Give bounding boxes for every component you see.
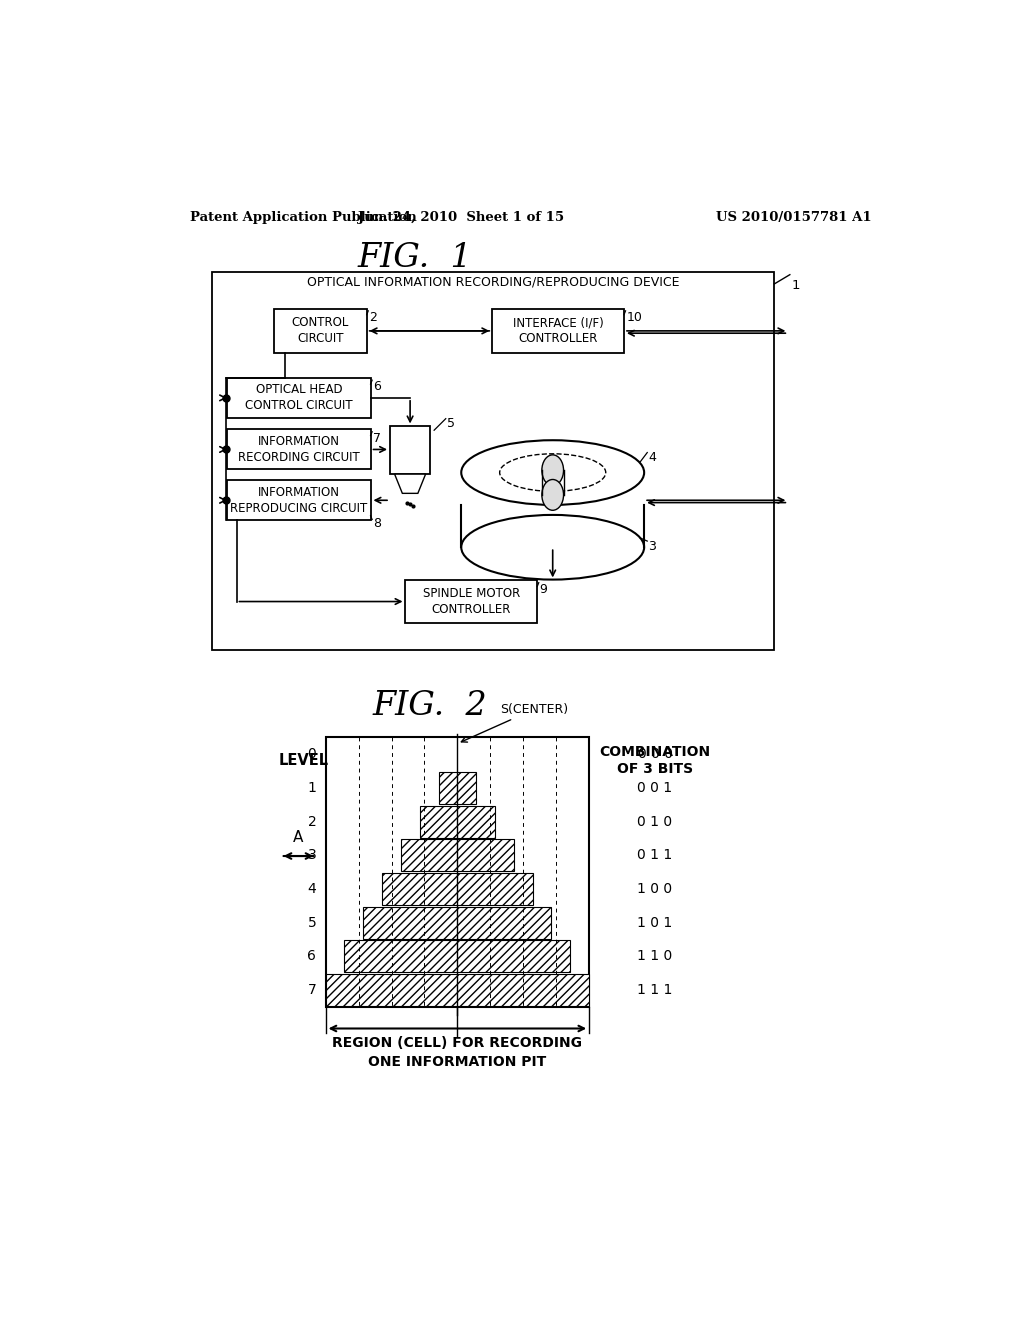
Bar	[273, 309, 367, 354]
Ellipse shape	[542, 455, 563, 486]
Ellipse shape	[542, 479, 563, 511]
Bar	[493, 309, 624, 354]
Bar	[364, 907, 552, 939]
Bar	[344, 940, 570, 973]
Text: LEVEL: LEVEL	[280, 752, 330, 768]
Text: A: A	[293, 830, 304, 845]
Text: 4: 4	[307, 882, 316, 896]
Bar	[401, 840, 514, 871]
Text: 5: 5	[447, 417, 456, 430]
Text: 4: 4	[648, 451, 656, 465]
Text: 1: 1	[307, 781, 316, 795]
Text: 5: 5	[307, 916, 316, 929]
Bar	[390, 426, 430, 474]
Text: 1 1 0: 1 1 0	[637, 949, 673, 964]
Text: US 2010/0157781 A1: US 2010/0157781 A1	[717, 211, 872, 224]
Bar	[326, 738, 589, 1007]
Bar	[212, 272, 774, 649]
Text: INTERFACE (I/F)
CONTROLLER: INTERFACE (I/F) CONTROLLER	[513, 317, 603, 346]
Text: S(CENTER): S(CENTER)	[462, 702, 568, 742]
Text: 6: 6	[307, 949, 316, 964]
Text: INFORMATION
REPRODUCING CIRCUIT: INFORMATION REPRODUCING CIRCUIT	[230, 486, 368, 515]
Text: 3: 3	[307, 849, 316, 862]
Text: 1 1 1: 1 1 1	[637, 983, 673, 997]
Text: 0: 0	[307, 747, 316, 762]
Bar	[438, 772, 476, 804]
Bar	[406, 581, 538, 623]
Text: OPTICAL INFORMATION RECORDING/REPRODUCING DEVICE: OPTICAL INFORMATION RECORDING/REPRODUCIN…	[307, 276, 679, 289]
Text: 6: 6	[373, 380, 381, 393]
Bar	[382, 873, 532, 906]
Text: OPTICAL HEAD
CONTROL CIRCUIT: OPTICAL HEAD CONTROL CIRCUIT	[245, 383, 352, 412]
Text: 0 0 1: 0 0 1	[637, 781, 673, 795]
Bar	[227, 480, 371, 520]
Text: REGION (CELL) FOR RECORDING
ONE INFORMATION PIT: REGION (CELL) FOR RECORDING ONE INFORMAT…	[333, 1036, 583, 1069]
Text: 7: 7	[373, 432, 381, 445]
Text: 1 0 0: 1 0 0	[637, 882, 673, 896]
Text: 10: 10	[627, 312, 642, 323]
Text: Patent Application Publication: Patent Application Publication	[190, 211, 417, 224]
Text: CONTROL
CIRCUIT: CONTROL CIRCUIT	[292, 317, 349, 346]
Text: FIG.  2: FIG. 2	[373, 689, 487, 722]
Text: 0 0 0: 0 0 0	[638, 747, 673, 762]
Text: SPINDLE MOTOR
CONTROLLER: SPINDLE MOTOR CONTROLLER	[423, 587, 520, 616]
Text: 2: 2	[307, 814, 316, 829]
Text: Jun. 24, 2010  Sheet 1 of 15: Jun. 24, 2010 Sheet 1 of 15	[358, 211, 564, 224]
Bar	[326, 974, 589, 1006]
Text: 8: 8	[373, 517, 381, 531]
Text: FIG.  1: FIG. 1	[357, 242, 472, 273]
Text: 0 1 1: 0 1 1	[637, 849, 673, 862]
Text: 3: 3	[648, 540, 656, 553]
Bar	[227, 429, 371, 470]
Text: 1 0 1: 1 0 1	[637, 916, 673, 929]
Polygon shape	[394, 474, 426, 494]
Text: 7: 7	[307, 983, 316, 997]
Text: 9: 9	[540, 582, 548, 595]
Ellipse shape	[461, 515, 644, 579]
Text: 2: 2	[369, 312, 377, 323]
Text: INFORMATION
RECORDING CIRCUIT: INFORMATION RECORDING CIRCUIT	[238, 436, 359, 463]
Text: COMBINATION
OF 3 BITS: COMBINATION OF 3 BITS	[599, 744, 711, 776]
Text: 0 1 0: 0 1 0	[637, 814, 673, 829]
Text: 1: 1	[792, 279, 800, 292]
Bar	[227, 378, 371, 418]
Bar	[420, 805, 495, 838]
